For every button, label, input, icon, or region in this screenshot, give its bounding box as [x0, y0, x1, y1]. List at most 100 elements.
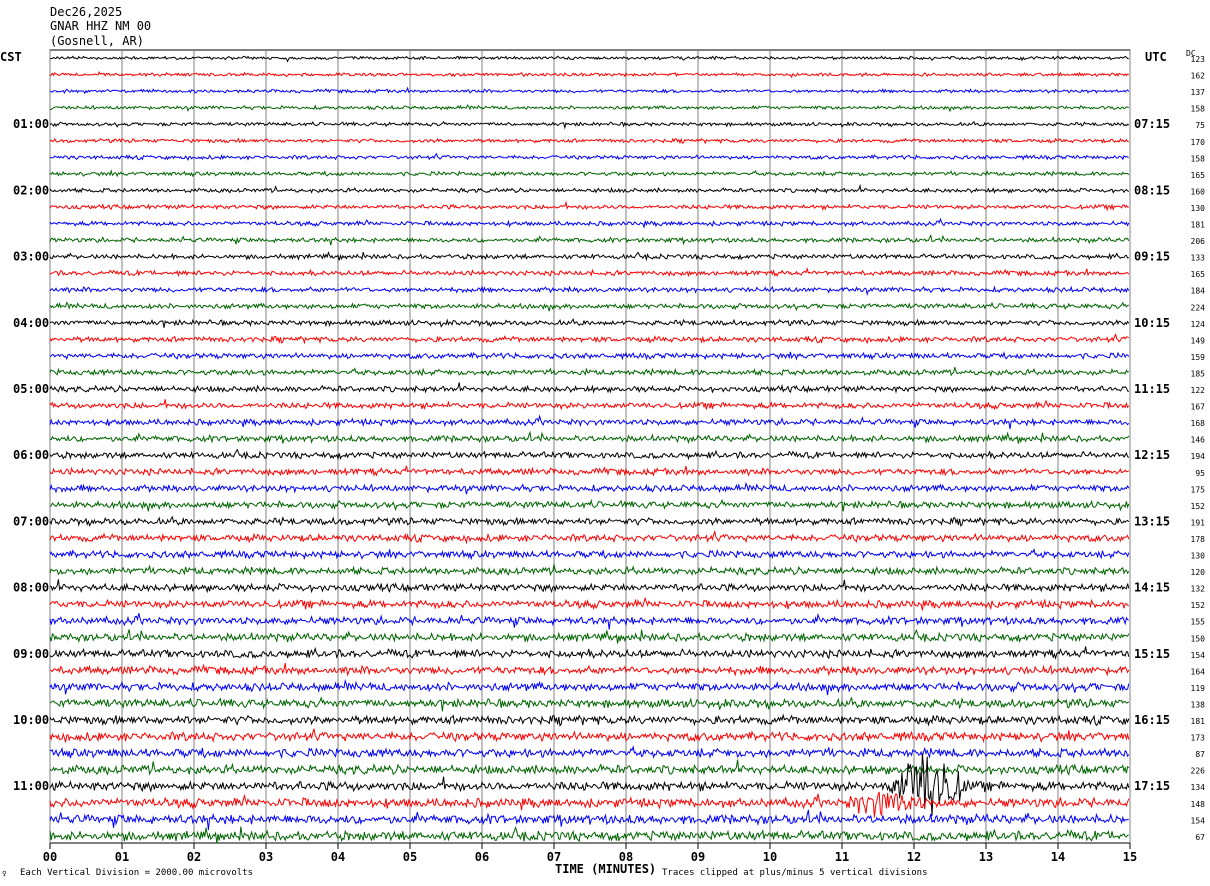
chart-date: Dec26,2025	[50, 5, 123, 19]
seismic-trace	[49, 678, 1130, 695]
seismic-trace	[49, 564, 1130, 577]
seismic-trace	[49, 251, 1129, 262]
seismic-trace	[49, 55, 1129, 63]
x-tick-label: 02	[187, 850, 201, 864]
x-tick-label: 09	[691, 850, 705, 864]
dc-offset-label: 155	[1191, 618, 1206, 627]
dc-offset-label: 206	[1191, 237, 1206, 246]
seismic-trace	[49, 350, 1130, 361]
seismic-trace	[49, 200, 1129, 212]
seismic-trace	[49, 217, 1130, 229]
x-tick-label: 05	[403, 850, 417, 864]
dc-offset-label: 159	[1191, 353, 1206, 362]
dc-offset-label: 87	[1195, 750, 1205, 759]
utc-hour-label: 16:15	[1134, 713, 1170, 727]
cst-hour-label: 10:00	[13, 713, 49, 727]
trace-group	[49, 55, 1130, 844]
dc-offset-label: 191	[1191, 518, 1206, 527]
dc-offset-label: 181	[1191, 221, 1206, 230]
dc-offset-label: 138	[1191, 700, 1206, 709]
seismic-trace	[49, 498, 1130, 512]
utc-hour-label: 15:15	[1134, 647, 1170, 661]
seismic-trace	[49, 399, 1130, 411]
utc-hour-label: 10:15	[1134, 316, 1170, 330]
seismic-trace	[49, 318, 1130, 328]
dc-offset-label: 158	[1191, 105, 1206, 114]
dc-offset-label: 167	[1191, 403, 1206, 412]
dc-offset-label: 134	[1191, 783, 1206, 792]
utc-hour-label: 13:15	[1134, 514, 1170, 528]
dc-offset-label: 185	[1191, 369, 1206, 378]
seismic-trace	[49, 825, 1129, 844]
seismic-trace	[49, 86, 1130, 95]
utc-hour-label: 14:15	[1134, 581, 1170, 595]
seismic-trace	[49, 414, 1130, 430]
seismic-trace	[49, 745, 1130, 760]
cst-hour-label: 06:00	[13, 448, 49, 462]
seismic-trace	[49, 266, 1130, 278]
right-timezone-label: UTC	[1145, 50, 1167, 64]
dc-offset-label: 152	[1191, 502, 1206, 511]
dc-offset-label: 137	[1191, 88, 1206, 97]
seismic-trace	[49, 301, 1130, 312]
cst-hour-label: 04:00	[13, 316, 49, 330]
time-grid	[49, 49, 1131, 849]
x-tick-label: 03	[259, 850, 273, 864]
axis-labels: 00 01 02 03 04 05 06 07 08 09 10 11 12 13 14 15 123 162 13…	[13, 55, 1205, 864]
dc-offset-label: 123	[1191, 55, 1206, 64]
dc-offset-label: 130	[1191, 204, 1206, 213]
dc-offset-label: 75	[1195, 121, 1205, 130]
dc-offset-label: 146	[1191, 436, 1206, 445]
clip-note: Traces clipped at plus/minus 5 vertical …	[662, 868, 928, 878]
dc-offset-label: 194	[1191, 452, 1206, 461]
seismic-trace	[49, 713, 1130, 727]
seismic-trace	[49, 759, 1130, 776]
station-location: (Gosnell, AR)	[50, 34, 144, 48]
x-tick-label: 07	[547, 850, 561, 864]
seismic-trace	[49, 809, 1129, 830]
dc-offset-label: 67	[1195, 833, 1205, 842]
x-tick-label: 08	[619, 850, 633, 864]
x-tick-label: 11	[835, 850, 849, 864]
cst-hour-label: 09:00	[13, 647, 49, 661]
seismic-trace	[49, 612, 1129, 630]
dc-offset-label: 130	[1191, 552, 1206, 561]
dc-offset-label: 154	[1191, 651, 1206, 660]
seismic-trace	[49, 791, 1130, 818]
utc-hour-label: 08:15	[1134, 183, 1170, 197]
seismic-trace	[49, 547, 1130, 561]
dc-offset-label: 224	[1191, 303, 1206, 312]
x-tick-label: 10	[763, 850, 777, 864]
x-tick-label: 15	[1123, 850, 1137, 864]
dc-offset-label: 181	[1191, 717, 1206, 726]
dc-offset-label: 124	[1191, 320, 1206, 329]
dc-offset-label: 154	[1191, 816, 1206, 825]
dc-offset-label: 164	[1191, 667, 1206, 676]
dc-offset-label: 162	[1191, 72, 1206, 81]
seismic-trace	[49, 596, 1130, 611]
seismic-trace	[49, 104, 1130, 113]
seismic-trace	[49, 753, 1130, 816]
x-tick-label: 13	[979, 850, 993, 864]
scale-note: Each Vertical Division = 2000.00 microvo…	[20, 868, 253, 878]
seismic-trace	[49, 169, 1130, 178]
dc-offset-label: 165	[1191, 171, 1206, 180]
dc-offset-label: 178	[1191, 535, 1206, 544]
seismic-trace	[49, 530, 1130, 545]
seismic-trace	[49, 367, 1129, 378]
seismic-trace	[49, 430, 1130, 445]
x-tick-label: 01	[115, 850, 129, 864]
seismic-trace	[49, 448, 1130, 461]
x-tick-label: 06	[475, 850, 489, 864]
seismic-trace	[49, 579, 1130, 594]
x-axis-title: TIME (MINUTES)	[555, 862, 657, 876]
x-tick-label: 12	[907, 850, 921, 864]
corner-mark: ♀	[2, 869, 7, 878]
seismic-trace	[49, 137, 1129, 145]
dc-offset-label: 165	[1191, 270, 1206, 279]
dc-offset-label: 160	[1191, 187, 1206, 196]
dc-offset-label: 119	[1191, 684, 1206, 693]
dc-offset-label: 95	[1195, 469, 1205, 478]
seismic-trace	[49, 382, 1129, 394]
